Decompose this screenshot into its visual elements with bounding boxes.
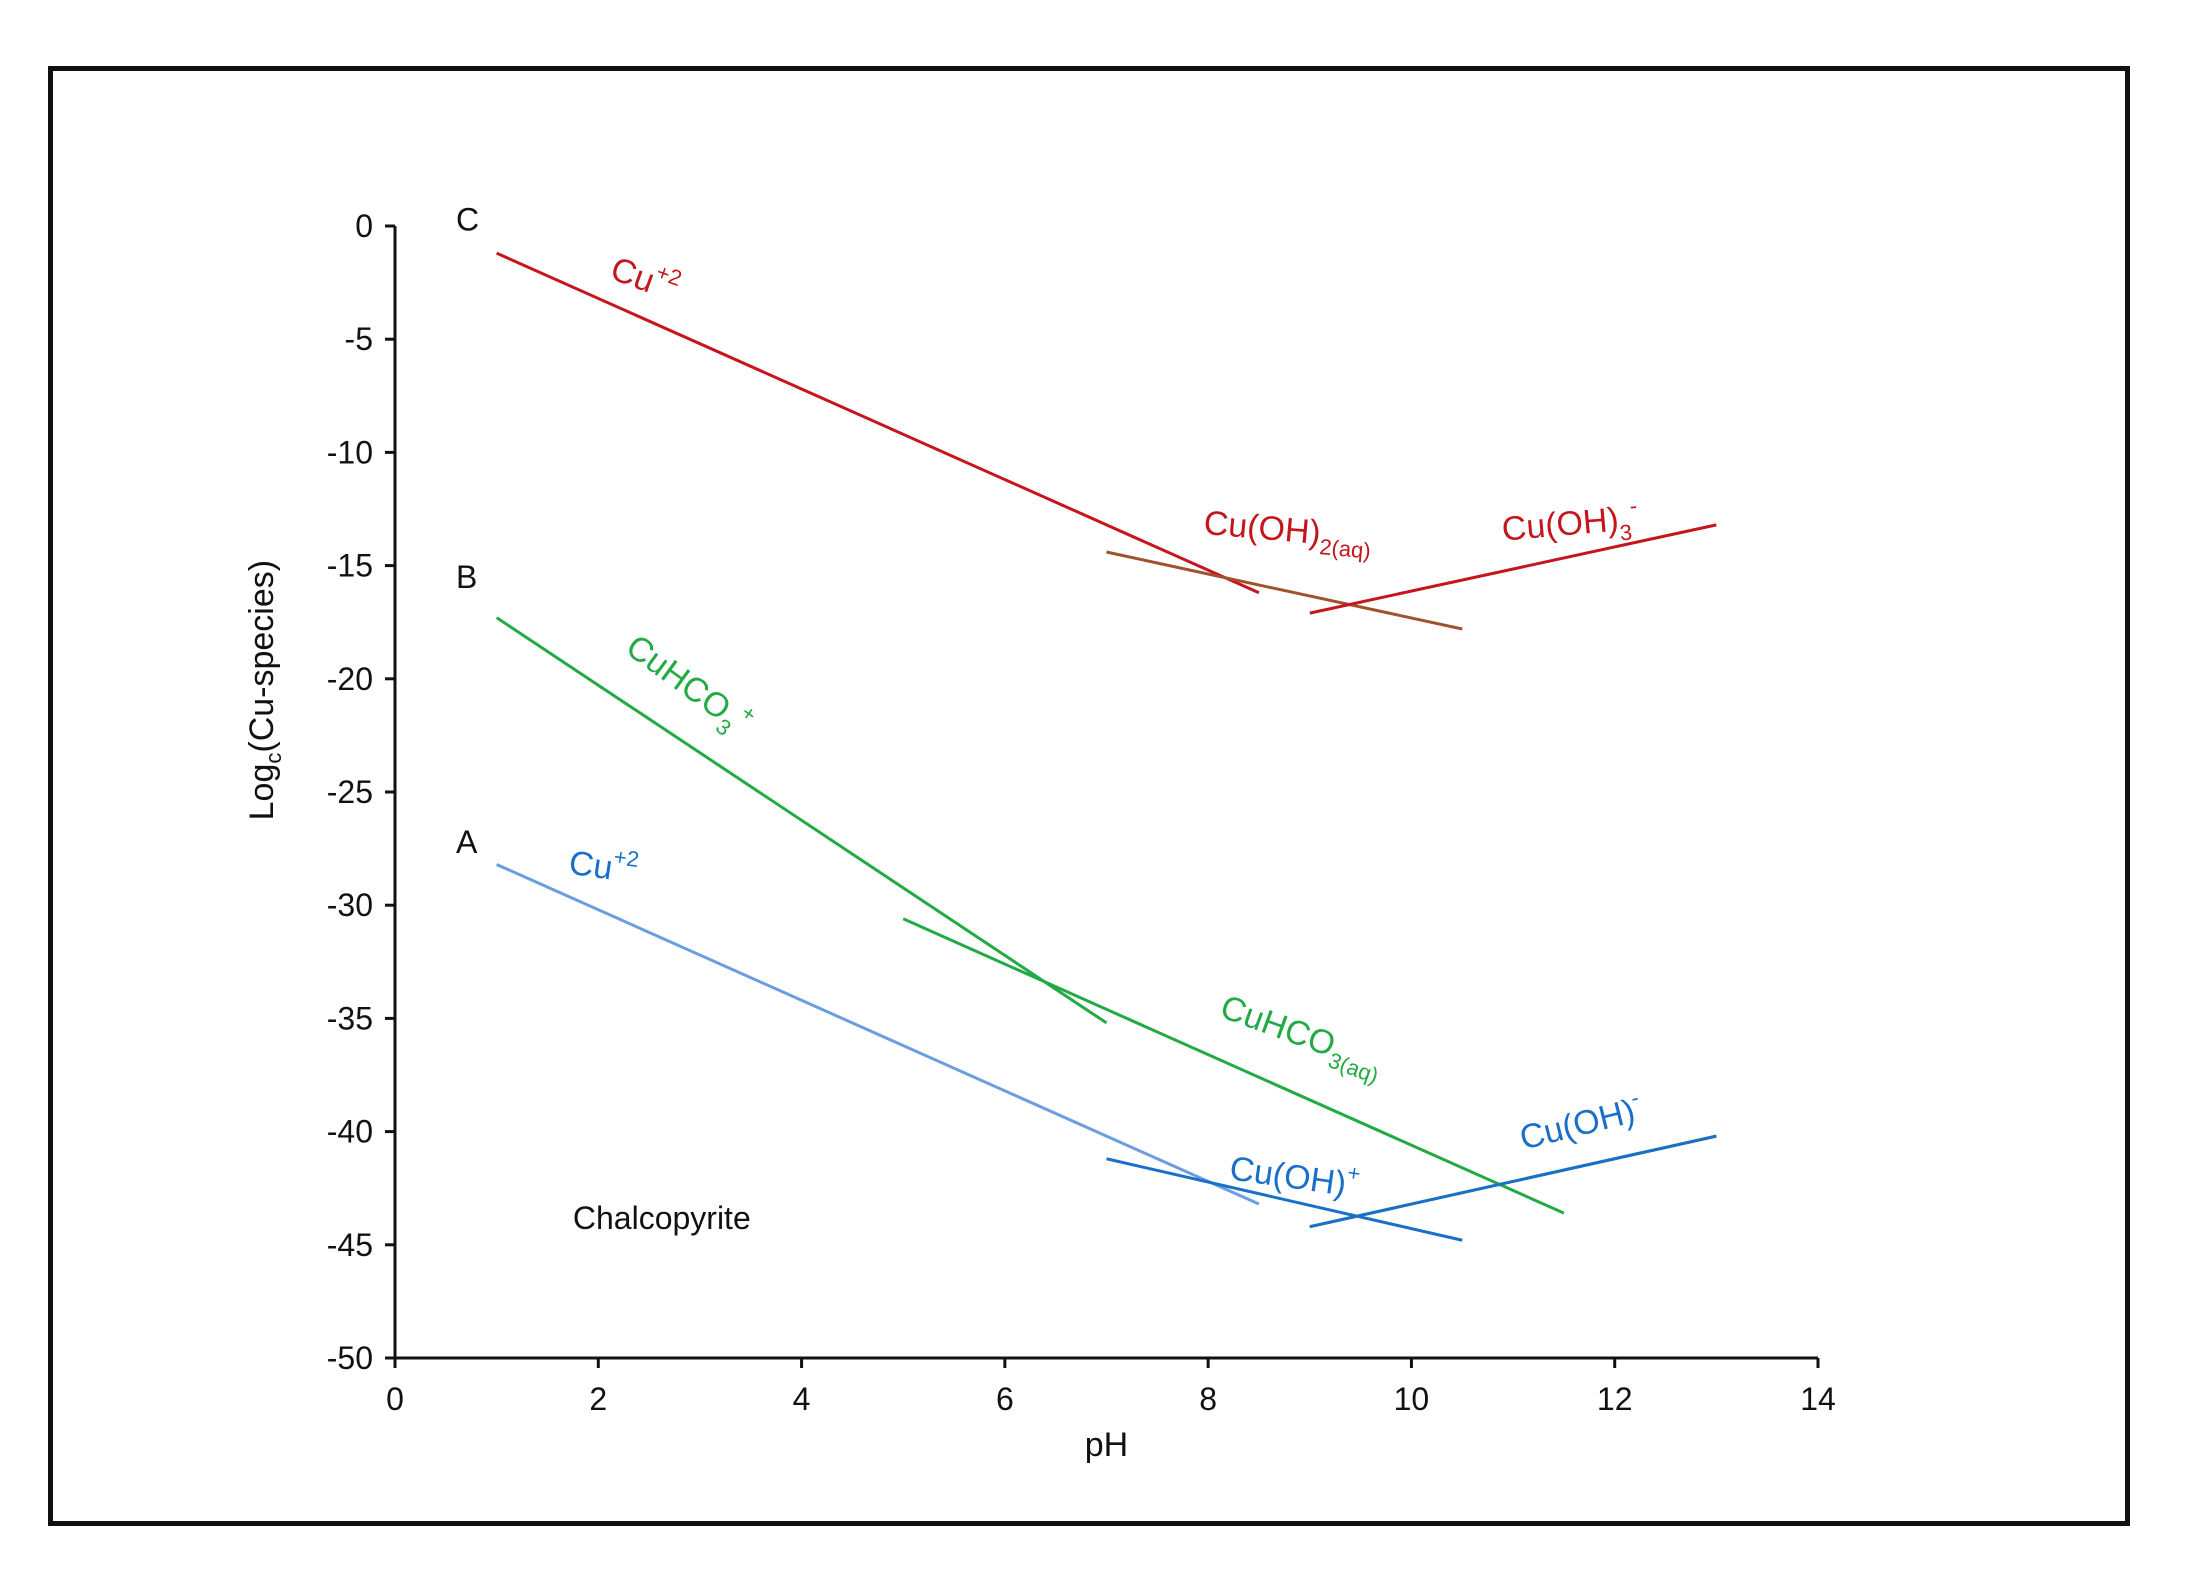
species-subscript: 3(aq) — [1325, 1047, 1382, 1088]
series-line-c-2 — [1309, 523, 1717, 615]
x-axis-title: pH — [1085, 1426, 1128, 1464]
y-tick-label: -50 — [327, 1340, 373, 1376]
y-tick-label: -35 — [327, 1000, 373, 1036]
x-tick-label: 10 — [1394, 1381, 1430, 1417]
species-superscript: - — [1629, 493, 1638, 519]
y-tick-label: 0 — [355, 208, 373, 244]
y-axis-title-base: Log — [243, 764, 281, 821]
x-tick-label: 0 — [386, 1381, 404, 1417]
x-tick-label: 6 — [996, 1381, 1014, 1417]
species-label-1: Cu(OH)2(aq) — [1202, 504, 1374, 564]
y-tick-label: -20 — [327, 661, 373, 697]
y-tick-label: -5 — [345, 321, 373, 357]
curve-label-c: C — [456, 202, 479, 238]
series-line-c-1 — [1106, 550, 1463, 631]
species-label-4: CuHCO3(aq) — [1213, 988, 1389, 1089]
y-axis-title: Logc(Cu-species) — [243, 560, 286, 820]
species-label-7: Cu(OH)- — [1515, 1085, 1646, 1158]
series-group — [495, 251, 1717, 1242]
chart-frame: 0 2 4 6 8 10 12 14 0 -5 -10 -15 -20 -25 -30 -35 -40 -45 -5… — [48, 66, 2130, 1526]
species-label-0: Cu+2 — [606, 244, 685, 309]
species-label-2: Cu(OH)3- — [1500, 493, 1641, 556]
x-tick-label: 4 — [793, 1381, 811, 1417]
x-tick-label: 12 — [1597, 1381, 1633, 1417]
y-axis-title-rest: (Cu-species) — [243, 560, 281, 753]
series-line-b-4 — [902, 917, 1565, 1215]
species-superscript: + — [736, 700, 761, 728]
series-line-a-7 — [1106, 1157, 1463, 1242]
y-tick-label: -45 — [327, 1227, 373, 1263]
species-superscript: + — [1346, 1160, 1362, 1187]
species-subscript: 2(aq) — [1318, 534, 1371, 563]
species-label-5: Cu+2 — [567, 838, 641, 891]
x-tick-label: 2 — [589, 1381, 607, 1417]
y-tick-label: -10 — [327, 434, 373, 470]
series-line-a-8 — [1309, 1134, 1717, 1229]
y-tick-label: -30 — [327, 887, 373, 923]
species-main: Cu(OH) — [1202, 504, 1322, 552]
labels-group: CBACu+2Cu(OH)2(aq)Cu(OH)3-CuHCO3+CuHCO3(… — [456, 202, 1646, 1205]
series-line-c-0 — [496, 251, 1260, 595]
chalcopyrite-annotation: Chalcopyrite — [573, 1200, 751, 1236]
species-superscript: +2 — [612, 844, 640, 872]
x-tick-label: 14 — [1800, 1381, 1836, 1417]
species-main: CuHCO — [619, 627, 738, 728]
series-line-b-3 — [495, 616, 1108, 1025]
species-main: CuHCO — [1216, 988, 1341, 1064]
series-line-a-6 — [496, 863, 1260, 1206]
x-tick-label: 8 — [1199, 1381, 1217, 1417]
axes-group: 0 2 4 6 8 10 12 14 0 -5 -10 -15 -20 -25 -30 -35 -40 -45 -5… — [327, 208, 1836, 1417]
y-tick-label: -15 — [327, 548, 373, 584]
y-tick-label: -25 — [327, 774, 373, 810]
species-label-6: Cu(OH)+ — [1227, 1143, 1362, 1205]
curve-label-b: B — [456, 559, 477, 595]
species-main: Cu — [606, 250, 660, 301]
species-main: Cu — [567, 844, 615, 888]
curve-label-a: A — [456, 824, 478, 860]
species-label-3: CuHCO3+ — [615, 623, 762, 749]
y-tick-label: -40 — [327, 1114, 373, 1150]
species-main: Cu(OH) — [1500, 501, 1620, 549]
species-main: Cu(OH) — [1227, 1149, 1348, 1203]
species-subscript: 3 — [1619, 519, 1633, 545]
y-axis-title-subscript: c — [261, 753, 286, 764]
chart-svg: 0 2 4 6 8 10 12 14 0 -5 -10 -15 -20 -25 -30 -35 -40 -45 -5… — [243, 202, 1836, 1464]
species-main: Cu(OH) — [1516, 1092, 1639, 1157]
